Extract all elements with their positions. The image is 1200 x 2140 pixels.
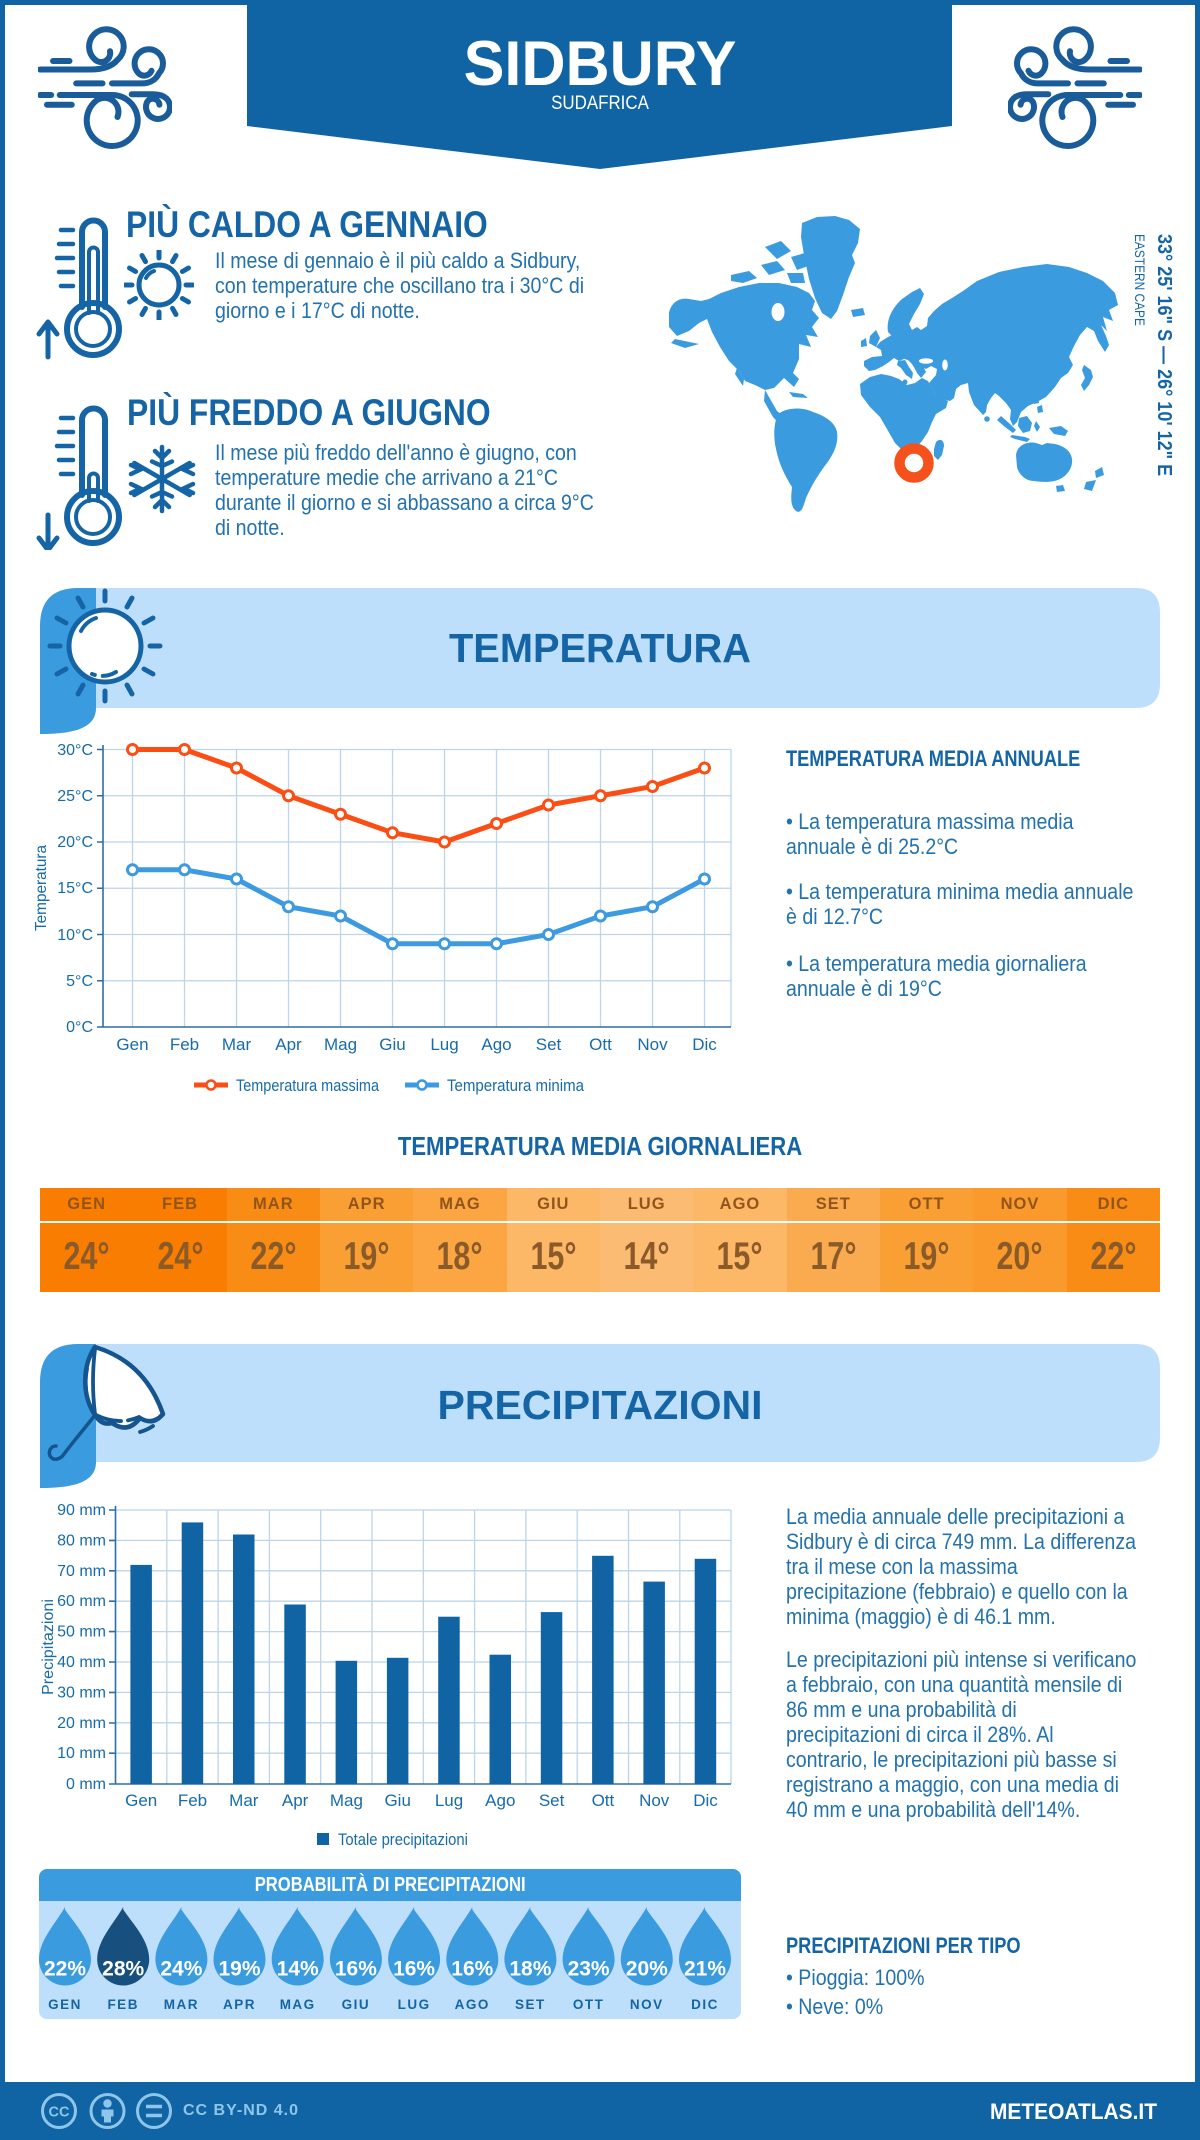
- svg-text:15°C: 15°C: [57, 880, 93, 897]
- svg-text:16%: 16%: [451, 1958, 493, 1981]
- svg-text:10°C: 10°C: [57, 927, 93, 944]
- svg-text:50 mm: 50 mm: [57, 1624, 106, 1641]
- svg-text:70 mm: 70 mm: [57, 1563, 106, 1580]
- svg-text:Temperatura minima: Temperatura minima: [447, 1076, 584, 1095]
- svg-text:Ago: Ago: [481, 1035, 511, 1054]
- svg-text:Nov: Nov: [639, 1791, 670, 1810]
- svg-text:Mar: Mar: [222, 1035, 252, 1054]
- svg-text:Ott: Ott: [589, 1035, 612, 1054]
- svg-text:MAG: MAG: [280, 1997, 316, 2012]
- svg-text:Giu: Giu: [379, 1035, 405, 1054]
- svg-text:16%: 16%: [335, 1958, 377, 1981]
- svg-text:FEB: FEB: [107, 1997, 139, 2012]
- svg-text:5°C: 5°C: [66, 973, 93, 990]
- svg-text:25°C: 25°C: [57, 788, 93, 805]
- svg-text:0°C: 0°C: [66, 1019, 93, 1036]
- svg-text:23%: 23%: [568, 1958, 610, 1981]
- svg-text:0 mm: 0 mm: [66, 1776, 106, 1793]
- svg-text:Set: Set: [536, 1035, 562, 1054]
- svg-text:28%: 28%: [102, 1958, 144, 1981]
- svg-text:GIU: GIU: [342, 1997, 371, 2012]
- svg-text:GEN: GEN: [48, 1997, 82, 2012]
- svg-text:Ott: Ott: [592, 1791, 615, 1810]
- svg-text:22%: 22%: [44, 1958, 86, 1981]
- svg-text:Nov: Nov: [637, 1035, 668, 1054]
- svg-text:AGO: AGO: [455, 1997, 490, 2012]
- svg-text:20%: 20%: [626, 1958, 668, 1981]
- svg-text:Mag: Mag: [324, 1035, 357, 1054]
- svg-text:Lug: Lug: [435, 1791, 463, 1810]
- svg-text:Precipitazioni: Precipitazioni: [40, 1599, 57, 1695]
- svg-text:30°C: 30°C: [57, 742, 93, 759]
- svg-text:Dic: Dic: [693, 1791, 718, 1810]
- svg-text:Temperatura: Temperatura: [33, 845, 50, 931]
- svg-text:30 mm: 30 mm: [57, 1684, 106, 1701]
- svg-text:20 mm: 20 mm: [57, 1715, 106, 1732]
- svg-text:Giu: Giu: [384, 1791, 410, 1810]
- svg-text:NOV: NOV: [630, 1997, 664, 2012]
- svg-text:SET: SET: [515, 1997, 546, 2012]
- svg-text:Apr: Apr: [282, 1791, 309, 1810]
- svg-text:Mar: Mar: [229, 1791, 259, 1810]
- svg-text:APR: APR: [223, 1997, 256, 2012]
- svg-text:21%: 21%: [684, 1958, 726, 1981]
- svg-text:10 mm: 10 mm: [57, 1745, 106, 1762]
- svg-text:CC: CC: [49, 2105, 70, 2121]
- svg-text:24%: 24%: [160, 1958, 202, 1981]
- svg-text:18%: 18%: [509, 1958, 551, 1981]
- svg-text:Mag: Mag: [330, 1791, 363, 1810]
- svg-text:Apr: Apr: [275, 1035, 302, 1054]
- svg-text:Feb: Feb: [178, 1791, 207, 1810]
- svg-text:90 mm: 90 mm: [57, 1502, 106, 1519]
- svg-text:80 mm: 80 mm: [57, 1532, 106, 1549]
- svg-text:Gen: Gen: [125, 1791, 157, 1810]
- svg-text:14%: 14%: [277, 1958, 319, 1981]
- svg-text:60 mm: 60 mm: [57, 1593, 106, 1610]
- svg-text:Feb: Feb: [170, 1035, 199, 1054]
- svg-text:Lug: Lug: [430, 1035, 458, 1054]
- svg-text:19%: 19%: [218, 1958, 260, 1981]
- svg-text:Temperatura massima: Temperatura massima: [236, 1076, 379, 1095]
- svg-text:Gen: Gen: [116, 1035, 148, 1054]
- svg-text:40 mm: 40 mm: [57, 1654, 106, 1671]
- svg-text:MAR: MAR: [164, 1997, 199, 2012]
- svg-text:16%: 16%: [393, 1958, 435, 1981]
- svg-text:Ago: Ago: [485, 1791, 515, 1810]
- svg-text:OTT: OTT: [573, 1997, 605, 2012]
- svg-text:DIC: DIC: [691, 1997, 719, 2012]
- svg-text:Set: Set: [539, 1791, 565, 1810]
- svg-text:LUG: LUG: [398, 1997, 431, 2012]
- svg-text:20°C: 20°C: [57, 834, 93, 851]
- svg-text:Dic: Dic: [692, 1035, 717, 1054]
